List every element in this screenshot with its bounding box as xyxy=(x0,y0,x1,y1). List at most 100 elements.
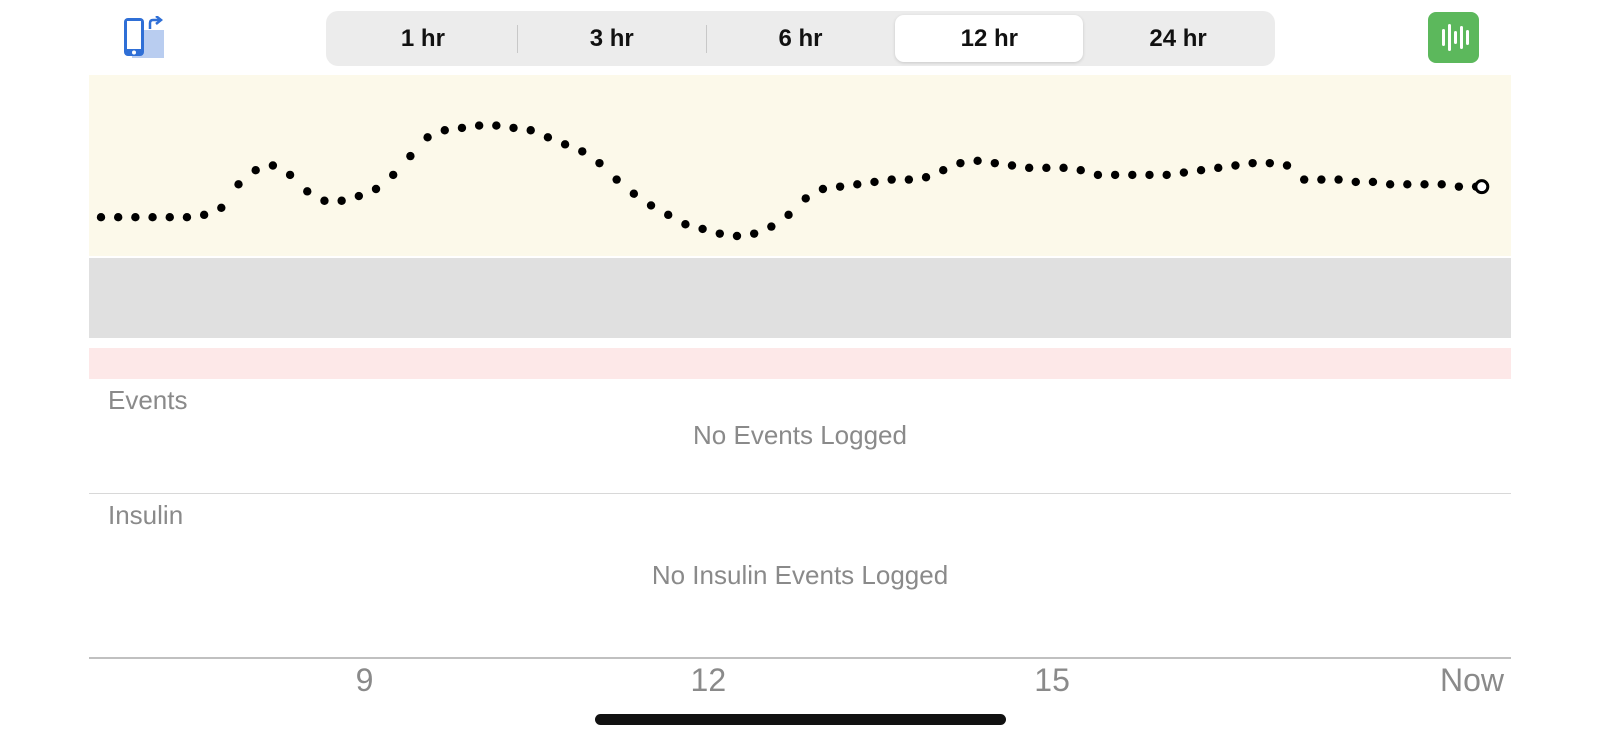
time-range-selector: 1 hr 3 hr 6 hr 12 hr 24 hr xyxy=(326,11,1275,66)
glucose-reading-point xyxy=(956,158,965,168)
glucose-chart-svg xyxy=(89,75,1511,379)
glucose-reading-point xyxy=(1231,161,1240,170)
glucose-reading-point xyxy=(1299,175,1309,184)
glucose-points xyxy=(96,121,1490,241)
time-tick-label: 15 xyxy=(1034,662,1070,698)
glucose-reading-point xyxy=(113,213,123,222)
glucose-reading-point xyxy=(801,194,810,203)
glucose-reading-point xyxy=(1282,161,1292,170)
glucose-reading-point xyxy=(509,123,518,133)
glucose-reading-point xyxy=(1196,166,1206,175)
glucose-reading-point xyxy=(921,173,931,182)
glucose-reading-point xyxy=(749,229,759,238)
glucose-reading-point xyxy=(1145,170,1154,180)
range-6hr[interactable]: 6 hr xyxy=(778,24,823,52)
glucose-reading-point xyxy=(612,175,621,184)
glucose-reading-point xyxy=(818,184,828,194)
time-tick-label: Now xyxy=(1439,662,1505,698)
events-label: Events xyxy=(108,385,188,415)
glucose-reading-point xyxy=(217,203,226,212)
glucose-reading-point xyxy=(165,213,174,222)
glucose-reading-point xyxy=(320,196,329,205)
glucose-reading-point xyxy=(646,201,656,210)
glucose-reading-point xyxy=(389,170,398,180)
insulin-label: Insulin xyxy=(108,500,184,530)
time-tick-label: 9 xyxy=(355,662,374,698)
glucose-reading-point xyxy=(354,191,364,201)
segment-divider xyxy=(705,24,707,53)
low-range-band xyxy=(89,348,1511,379)
glucose-reading-point xyxy=(337,196,346,205)
device-rotate-button[interactable] xyxy=(122,15,168,60)
glucose-reading-point xyxy=(835,182,845,191)
glucose-reading-point xyxy=(1093,170,1103,180)
glucose-reading-point xyxy=(767,222,776,231)
range-3hr[interactable]: 3 hr xyxy=(589,24,634,52)
glucose-reading-point xyxy=(234,180,243,189)
time-tick-label: 12 xyxy=(690,662,727,698)
target-range-band xyxy=(89,258,1511,338)
glucose-reading-point xyxy=(784,210,793,220)
glucose-chart xyxy=(89,75,1511,380)
glucose-reading-point xyxy=(629,189,639,198)
glucose-reading-point xyxy=(870,177,879,187)
glucose-reading-point xyxy=(1024,163,1034,173)
glucose-reading-point xyxy=(1265,158,1275,168)
glucose-reading-point xyxy=(1351,177,1360,187)
events-empty-message: No Events Logged xyxy=(693,420,907,450)
segment-divider xyxy=(516,24,518,53)
glucose-reading-point xyxy=(681,220,690,229)
glucose-reading-point xyxy=(96,213,106,222)
glucose-reading-point xyxy=(406,151,415,161)
glucose-reading-point xyxy=(199,210,209,220)
glucose-reading-point xyxy=(182,213,192,222)
time-axis xyxy=(89,657,1511,659)
glucose-reading-point xyxy=(1179,168,1189,177)
insulin-empty-message: No Insulin Events Logged xyxy=(651,560,949,590)
glucose-reading-point xyxy=(1042,163,1051,173)
section-divider xyxy=(89,493,1511,494)
glucose-reading-point xyxy=(1214,163,1223,173)
latest-reading-point[interactable] xyxy=(1474,179,1490,195)
glucose-reading-point xyxy=(148,213,157,222)
glucose-reading-point xyxy=(560,140,570,149)
glucose-reading-point xyxy=(285,170,295,180)
glucose-reading-point xyxy=(853,180,862,189)
home-indicator xyxy=(595,714,1006,725)
waveform-meter-icon xyxy=(1442,24,1469,51)
glucose-reading-point xyxy=(1385,180,1395,189)
glucose-reading-point xyxy=(543,133,553,142)
glucose-reading-point xyxy=(440,126,449,135)
high-range-band xyxy=(89,75,1511,256)
glucose-reading-point xyxy=(664,210,673,220)
glucose-reading-point xyxy=(1162,170,1171,180)
glucose-reading-point xyxy=(698,224,707,234)
glucose-reading-point xyxy=(1007,161,1017,170)
glucose-reading-point xyxy=(131,213,140,222)
meter-button[interactable] xyxy=(1428,12,1479,63)
glucose-reading-point xyxy=(268,161,278,170)
glucose-reading-point xyxy=(990,158,1000,168)
glucose-reading-point xyxy=(1454,182,1464,191)
glucose-reading-point xyxy=(973,156,982,165)
glucose-reading-point xyxy=(1403,180,1412,189)
glucose-reading-point xyxy=(1076,166,1085,175)
glucose-reading-point xyxy=(887,175,896,184)
glucose-reading-point xyxy=(303,187,312,196)
range-24hr[interactable]: 24 hr xyxy=(1149,24,1207,52)
glucose-reading-point xyxy=(371,184,381,194)
glucose-reading-point xyxy=(1420,180,1429,189)
glucose-reading-point xyxy=(1110,170,1120,180)
glucose-reading-point xyxy=(492,121,501,130)
glucose-reading-point xyxy=(1437,180,1446,189)
glucose-reading-point xyxy=(457,123,467,133)
glucose-reading-point xyxy=(578,147,587,156)
glucose-reading-point xyxy=(1128,170,1137,180)
glucose-reading-point xyxy=(1059,163,1068,173)
range-12hr[interactable]: 12 hr xyxy=(895,15,1084,62)
range-1hr[interactable]: 1 hr xyxy=(400,24,445,52)
glucose-reading-point xyxy=(715,229,724,238)
glucose-reading-point xyxy=(251,166,260,175)
glucose-reading-point xyxy=(939,166,948,175)
glucose-reading-point xyxy=(1334,175,1343,184)
